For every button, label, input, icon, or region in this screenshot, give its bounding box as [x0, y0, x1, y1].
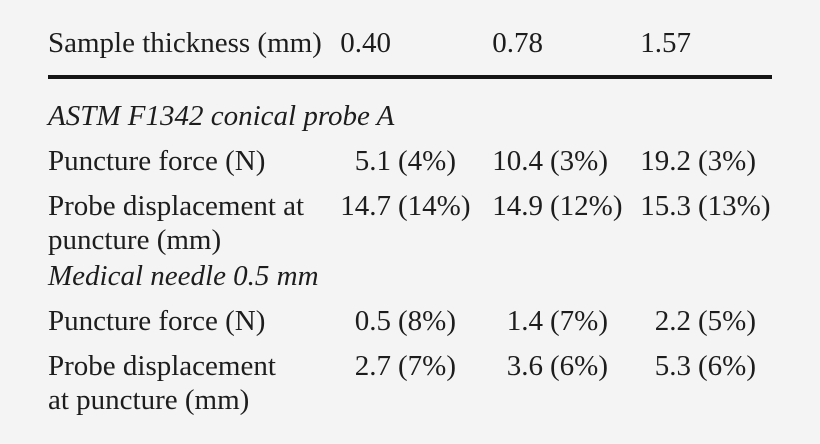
- value-number: 14.7: [340, 190, 391, 222]
- value-cell: 2.2 (5%): [639, 304, 772, 338]
- row-label-line1: Puncture force (N): [48, 305, 266, 337]
- value-percent: (3%): [698, 145, 756, 177]
- table-header-row: Sample thickness (mm) 0.40 0.78 1.57: [48, 26, 772, 60]
- header-thickness-2-value: 0.78: [492, 27, 543, 59]
- header-thickness-1-value: 0.40: [340, 27, 391, 59]
- value-percent: (8%): [398, 305, 456, 337]
- value-cell: 3.6 (6%): [491, 349, 639, 417]
- row-label-line1: Puncture force (N): [48, 145, 266, 177]
- value-percent: (7%): [398, 350, 456, 382]
- row-label: Probe displacement at puncture (mm): [48, 189, 339, 257]
- value-number: 14.9: [492, 190, 543, 222]
- header-thickness-3-value: 1.57: [640, 27, 691, 59]
- row-label-line2: at puncture (mm): [48, 384, 250, 416]
- value-cell: 2.7 (7%): [339, 349, 491, 417]
- value-number: 2.7: [354, 350, 391, 382]
- header-thickness-2: 0.78: [491, 26, 639, 60]
- value-percent: (7%): [550, 305, 608, 337]
- value-percent: (12%): [550, 190, 623, 222]
- value-number: 5.1: [354, 145, 391, 177]
- value-percent: (4%): [398, 145, 456, 177]
- value-number: 3.6: [506, 350, 543, 382]
- value-percent: (3%): [550, 145, 608, 177]
- row-label: Probe displacement at puncture (mm): [48, 349, 339, 417]
- value-cell: 10.4 (3%): [491, 144, 639, 178]
- value-percent: (13%): [698, 190, 771, 222]
- table-row-probe-displacement-needle: Probe displacement at puncture (mm) 2.7(…: [48, 349, 772, 417]
- section-title-astm-probe: ASTM F1342 conical probe A: [48, 100, 395, 132]
- row-label: Puncture force (N): [48, 144, 339, 178]
- value-percent: (6%): [698, 350, 756, 382]
- value-number: 0.5: [354, 305, 391, 337]
- table-row-puncture-force-probe: Puncture force (N) 5.1 (4%) 10.4 (3%) 19.2…: [48, 144, 772, 178]
- value-cell: 15.3 (13%): [639, 189, 772, 257]
- value-cell: 5.1 (4%): [339, 144, 491, 178]
- value-number: 10.4: [492, 145, 543, 177]
- header-label-text: Sample thickness (mm): [48, 27, 322, 59]
- row-label-line2: puncture (mm): [48, 224, 222, 256]
- row-label: Puncture force (N): [48, 304, 339, 338]
- table-row-probe-displacement-probe: Probe displacement at puncture (mm) 14.7…: [48, 189, 772, 257]
- value-percent: (6%): [550, 350, 608, 382]
- row-label-line1: Probe displacement: [48, 350, 276, 382]
- value-number: 19.2: [640, 145, 691, 177]
- value-cell: 14.7 (14%): [339, 189, 491, 257]
- value-cell: 19.2 (3%): [639, 144, 772, 178]
- header-rule: [48, 75, 772, 79]
- value-cell: 0.5 (8%): [339, 304, 491, 338]
- value-number: 2.2: [654, 305, 691, 337]
- row-label-line1: Probe displacement at: [48, 190, 305, 222]
- header-thickness-1: 0.40: [339, 26, 491, 60]
- header-thickness-3: 1.57: [639, 26, 772, 60]
- value-number: 5.3: [654, 350, 691, 382]
- value-number: 1.4: [506, 305, 543, 337]
- value-cell: 14.9 (12%): [491, 189, 639, 257]
- value-number: 15.3: [640, 190, 691, 222]
- value-percent: (5%): [698, 305, 756, 337]
- value-percent: (14%): [398, 190, 471, 222]
- section-title-medical-needle: Medical needle 0.5 mm: [48, 260, 319, 292]
- value-cell: 5.3 (6%): [639, 349, 772, 417]
- table-row-puncture-force-needle: Puncture force (N) 0.5 (8%) 1.4 (7%) 2.2 (5…: [48, 304, 772, 338]
- header-label: Sample thickness (mm): [48, 26, 339, 60]
- value-cell: 1.4 (7%): [491, 304, 639, 338]
